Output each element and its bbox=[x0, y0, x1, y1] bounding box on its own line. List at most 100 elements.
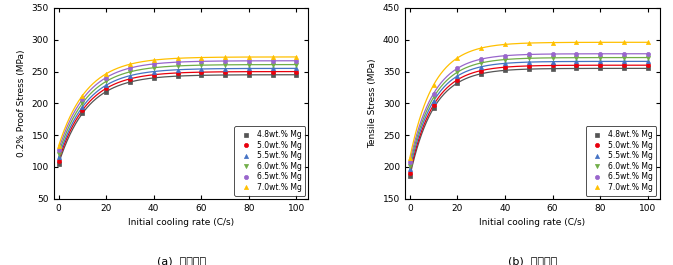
6.0wt.% Mg bbox=[643, 56, 651, 59]
6.0wt.% Mg bbox=[55, 152, 63, 155]
5.5wt.% Mg bbox=[149, 70, 157, 73]
4.8wt.% Mg bbox=[126, 81, 134, 84]
6.5wt.% Mg bbox=[197, 60, 205, 63]
Line: 4.8wt.% Mg: 4.8wt.% Mg bbox=[408, 66, 649, 179]
5.0wt.% Mg bbox=[102, 87, 110, 90]
7.0wt.% Mg bbox=[477, 46, 485, 50]
4.8wt.% Mg bbox=[596, 67, 604, 70]
Line: 5.0wt.% Mg: 5.0wt.% Mg bbox=[408, 63, 649, 175]
6.5wt.% Mg bbox=[596, 52, 604, 55]
7.0wt.% Mg bbox=[102, 72, 110, 75]
7.0wt.% Mg bbox=[406, 156, 414, 160]
6.5wt.% Mg bbox=[126, 67, 134, 70]
5.5wt.% Mg bbox=[429, 100, 437, 103]
6.0wt.% Mg bbox=[221, 63, 229, 67]
6.0wt.% Mg bbox=[406, 164, 414, 167]
Text: (a)  항복강도: (a) 항복강도 bbox=[157, 256, 206, 265]
5.0wt.% Mg bbox=[245, 70, 253, 73]
5.0wt.% Mg bbox=[406, 172, 414, 175]
4.8wt.% Mg bbox=[292, 73, 300, 76]
5.5wt.% Mg bbox=[477, 65, 485, 68]
4.8wt.% Mg bbox=[429, 107, 437, 110]
4.8wt.% Mg bbox=[643, 67, 651, 70]
Line: 7.0wt.% Mg: 7.0wt.% Mg bbox=[408, 40, 649, 160]
5.0wt.% Mg bbox=[221, 70, 229, 73]
6.5wt.% Mg bbox=[454, 67, 462, 70]
6.0wt.% Mg bbox=[429, 96, 437, 99]
Line: 5.0wt.% Mg: 5.0wt.% Mg bbox=[57, 69, 299, 163]
4.8wt.% Mg bbox=[221, 73, 229, 77]
5.0wt.% Mg bbox=[197, 70, 205, 74]
5.5wt.% Mg bbox=[643, 60, 651, 63]
6.0wt.% Mg bbox=[174, 64, 182, 68]
4.8wt.% Mg bbox=[406, 175, 414, 178]
6.5wt.% Mg bbox=[477, 58, 485, 61]
7.0wt.% Mg bbox=[55, 144, 63, 148]
5.5wt.% Mg bbox=[55, 156, 63, 159]
6.5wt.% Mg bbox=[406, 160, 414, 164]
4.8wt.% Mg bbox=[620, 67, 628, 70]
4.8wt.% Mg bbox=[78, 112, 86, 115]
5.0wt.% Mg bbox=[55, 159, 63, 162]
Line: 6.0wt.% Mg: 6.0wt.% Mg bbox=[408, 55, 649, 168]
6.5wt.% Mg bbox=[174, 60, 182, 64]
Line: 6.5wt.% Mg: 6.5wt.% Mg bbox=[408, 52, 649, 164]
6.5wt.% Mg bbox=[55, 148, 63, 151]
4.8wt.% Mg bbox=[149, 76, 157, 80]
X-axis label: Initial cooling rate (C/s): Initial cooling rate (C/s) bbox=[128, 218, 234, 227]
6.0wt.% Mg bbox=[596, 56, 604, 59]
6.0wt.% Mg bbox=[269, 63, 277, 66]
Line: 5.5wt.% Mg: 5.5wt.% Mg bbox=[408, 59, 649, 171]
5.5wt.% Mg bbox=[245, 67, 253, 70]
4.8wt.% Mg bbox=[174, 74, 182, 78]
6.5wt.% Mg bbox=[78, 98, 86, 101]
4.8wt.% Mg bbox=[548, 67, 557, 70]
5.5wt.% Mg bbox=[78, 105, 86, 109]
Y-axis label: 0.2% Proof Stress (MPa): 0.2% Proof Stress (MPa) bbox=[17, 50, 26, 157]
6.0wt.% Mg bbox=[572, 56, 580, 59]
6.5wt.% Mg bbox=[525, 53, 533, 56]
7.0wt.% Mg bbox=[454, 56, 462, 60]
4.8wt.% Mg bbox=[269, 73, 277, 76]
7.0wt.% Mg bbox=[620, 41, 628, 44]
4.8wt.% Mg bbox=[525, 68, 533, 71]
7.0wt.% Mg bbox=[245, 55, 253, 59]
6.5wt.% Mg bbox=[245, 59, 253, 63]
5.5wt.% Mg bbox=[525, 60, 533, 64]
5.5wt.% Mg bbox=[548, 60, 557, 63]
7.0wt.% Mg bbox=[501, 43, 509, 46]
5.0wt.% Mg bbox=[525, 64, 533, 68]
6.0wt.% Mg bbox=[102, 80, 110, 83]
Line: 5.5wt.% Mg: 5.5wt.% Mg bbox=[57, 66, 299, 160]
5.5wt.% Mg bbox=[197, 67, 205, 70]
5.0wt.% Mg bbox=[429, 103, 437, 107]
Y-axis label: Tensile Stress (MPa): Tensile Stress (MPa) bbox=[368, 59, 378, 148]
7.0wt.% Mg bbox=[269, 55, 277, 59]
6.0wt.% Mg bbox=[292, 63, 300, 66]
5.5wt.% Mg bbox=[501, 62, 509, 65]
6.5wt.% Mg bbox=[429, 92, 437, 95]
7.0wt.% Mg bbox=[78, 94, 86, 97]
Legend: 4.8wt.% Mg, 5.0wt.% Mg, 5.5wt.% Mg, 6.0wt.% Mg, 6.5wt.% Mg, 7.0wt.% Mg: 4.8wt.% Mg, 5.0wt.% Mg, 5.5wt.% Mg, 6.0w… bbox=[234, 126, 306, 196]
5.5wt.% Mg bbox=[126, 74, 134, 77]
6.0wt.% Mg bbox=[126, 70, 134, 73]
5.0wt.% Mg bbox=[596, 64, 604, 67]
4.8wt.% Mg bbox=[501, 69, 509, 72]
7.0wt.% Mg bbox=[525, 42, 533, 45]
5.5wt.% Mg bbox=[269, 67, 277, 70]
7.0wt.% Mg bbox=[149, 59, 157, 62]
6.0wt.% Mg bbox=[245, 63, 253, 66]
6.5wt.% Mg bbox=[572, 52, 580, 55]
7.0wt.% Mg bbox=[548, 41, 557, 44]
6.5wt.% Mg bbox=[620, 52, 628, 55]
6.0wt.% Mg bbox=[149, 66, 157, 69]
7.0wt.% Mg bbox=[126, 63, 134, 66]
7.0wt.% Mg bbox=[221, 56, 229, 59]
7.0wt.% Mg bbox=[174, 57, 182, 60]
5.5wt.% Mg bbox=[102, 83, 110, 87]
6.5wt.% Mg bbox=[292, 59, 300, 62]
Line: 6.5wt.% Mg: 6.5wt.% Mg bbox=[57, 59, 299, 152]
6.5wt.% Mg bbox=[269, 59, 277, 62]
6.0wt.% Mg bbox=[454, 70, 462, 74]
6.0wt.% Mg bbox=[548, 56, 557, 59]
